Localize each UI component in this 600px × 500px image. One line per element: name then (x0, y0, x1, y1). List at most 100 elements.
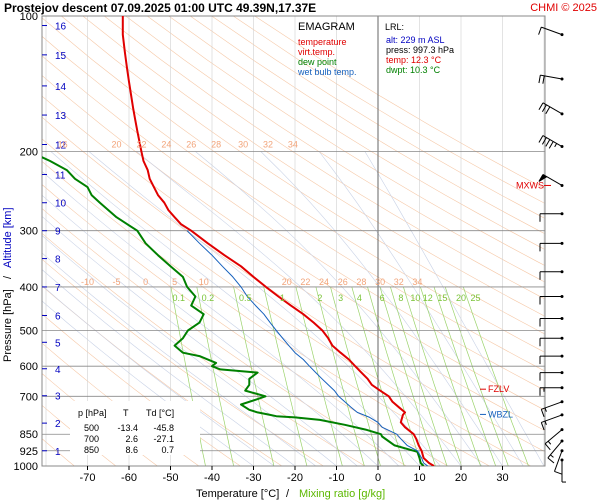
dry-adiabat (82, 16, 545, 317)
mixing-ratio-label: 2 (317, 293, 322, 303)
x-axis-label-separator: / (286, 488, 290, 500)
wind-barb (539, 386, 564, 396)
temperature-tick-label: -50 (163, 472, 179, 484)
mixing-ratio-line (420, 286, 481, 466)
dry-adiabat (168, 16, 545, 250)
wind-barb-staff (547, 440, 563, 459)
wind-barb-base (560, 241, 564, 245)
mixing-ratio-line (315, 286, 365, 466)
table-cell: 500 (84, 423, 99, 433)
wind-barb-staff (554, 450, 563, 472)
wind-barb (538, 174, 564, 187)
wind-barb-feather (545, 139, 551, 147)
altitude-tick-label: 9 (55, 227, 61, 238)
wind-barb (540, 413, 564, 431)
dry-adiabat (61, 16, 545, 335)
chart-title: Prostejov descent 07.09.2025 01:00 UTC 4… (4, 1, 316, 15)
altitude-tick-label: 16 (55, 22, 67, 33)
wind-barb (539, 336, 564, 347)
series-dew-point (42, 156, 425, 466)
wind-barb-feather (541, 137, 547, 145)
altitude-tick-label: 6 (55, 312, 61, 323)
altitude-tick-label: 1 (55, 447, 61, 458)
wind-barb (539, 316, 564, 327)
wind-barb (539, 270, 564, 280)
dry-adiabat (254, 16, 545, 190)
altitude-tick-label: 3 (55, 392, 61, 403)
table-cell: -27.1 (153, 434, 174, 444)
wind-barb-feather (538, 102, 544, 111)
wind-barb-base (560, 336, 564, 340)
wind-barb (539, 241, 564, 252)
pressure-tick-label: 700 (20, 391, 38, 403)
y-axis-label-separator: / (2, 275, 14, 279)
wind-barb-staff (542, 174, 563, 186)
marker-wbzl: WBZL (488, 409, 513, 419)
wind-barb-feather (548, 141, 554, 149)
mixing-ratio-line (390, 286, 448, 466)
wind-barb-feather (538, 26, 542, 35)
dry-adiabat (42, 17, 545, 353)
altitude-tick-label: 11 (55, 170, 66, 181)
wind-barb-base (560, 386, 564, 390)
pressure-tick-label: 300 (20, 226, 38, 238)
temperature-tick-label: -40 (204, 472, 220, 484)
dry-adiabat-label: 24 (319, 277, 329, 287)
plot-frame (41, 15, 546, 467)
wind-barb-pennant (538, 174, 548, 182)
marker-mxws: MXWS (516, 180, 544, 190)
dry-adiabat-label: -5 (113, 277, 121, 287)
table-cell: 8.6 (125, 445, 138, 455)
wind-barb-feather (554, 470, 563, 475)
dry-adiabat-label: 34 (288, 139, 298, 149)
mixing-ratio-label: 6 (380, 293, 385, 303)
wind-barb-feather (538, 75, 541, 84)
marker-fzlv: FZLV (488, 384, 509, 394)
table-header-p: p [hPa] (78, 408, 107, 418)
wind-barb-base (560, 458, 564, 462)
dry-adiabat-label: 32 (394, 277, 404, 287)
dry-adiabat-label: 28 (356, 277, 366, 287)
temperature-tick-label: 20 (455, 472, 467, 484)
mixing-ratio-label: 0.1 (173, 293, 186, 303)
wind-barb-half-feather (547, 440, 552, 445)
dry-adiabat-label: 16 (58, 139, 68, 149)
altitude-tick-label: 12 (55, 141, 67, 152)
wind-barb-staff (541, 401, 563, 410)
wind-barb-base (560, 145, 564, 149)
wind-barb-base (560, 371, 564, 375)
wind-barb-staff (542, 135, 563, 147)
wind-barb-base (560, 294, 564, 298)
wind-barb-base (560, 439, 564, 443)
mixing-ratio-line (444, 286, 509, 466)
pressure-tick-label: 200 (20, 146, 38, 158)
wind-barb-base (560, 428, 564, 432)
table-header-t: T (123, 408, 129, 418)
wind-barb (554, 449, 564, 475)
pressure-tick-label: 400 (20, 282, 38, 294)
table-header-td: Td [°C] (146, 408, 174, 418)
wind-barb-feather (540, 409, 545, 418)
marker-wbzl-label: WBZL (488, 409, 513, 419)
wind-barb-base (560, 270, 564, 274)
legend-title: EMAGRAM (298, 21, 355, 33)
wind-barb (538, 102, 564, 116)
legend: EMAGRAM temperature virt.temp. dew point… (297, 21, 357, 77)
altitude-tick-label: 8 (55, 255, 61, 266)
wind-barb-base (560, 449, 564, 453)
x-axis-title: Temperature [°C] / Mixing ratio [g/kg] (196, 488, 385, 500)
wind-barb-feather (544, 443, 551, 451)
temperature-tick-label: 0 (375, 472, 381, 484)
dry-adiabat-label: 24 (161, 139, 171, 149)
wind-barb-base (560, 112, 564, 116)
wind-barb-feather (542, 75, 545, 84)
wind-barb (560, 458, 566, 483)
wind-barb-feather (538, 135, 544, 143)
lrl-pressure: press: 997.3 hPa (386, 45, 454, 55)
altitude-tick-label: 15 (55, 51, 67, 62)
dry-adiabat-label: 5 (172, 277, 177, 287)
dry-adiabat-label: 10 (199, 277, 209, 287)
mixing-ratio-label: 25 (471, 293, 481, 303)
marker-fzlv-label: FZLV (488, 384, 509, 394)
mixing-ratio-label: 20 (456, 293, 466, 303)
